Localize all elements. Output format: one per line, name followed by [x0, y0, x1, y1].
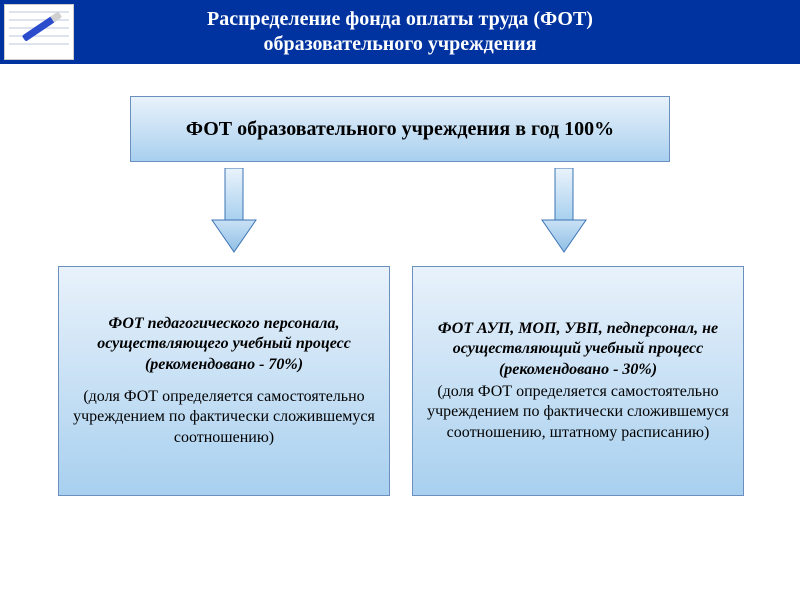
left-node-regular: (доля ФОТ определяется самостоятельно уч… — [71, 387, 377, 448]
left-node-bold: ФОТ педагогического персонала, осуществл… — [71, 314, 377, 375]
title-line-2: образовательного учреждения — [263, 33, 536, 55]
right-node-bold: ФОТ АУП, МОП, УВП, педперсонал, не осуще… — [425, 319, 731, 380]
left-node: ФОТ педагогического персонала, осуществл… — [58, 266, 390, 496]
right-node-regular: (доля ФОТ определяется самостоятельно уч… — [425, 382, 731, 443]
top-node: ФОТ образовательного учреждения в год 10… — [130, 96, 670, 162]
arrow-right — [540, 168, 588, 254]
top-node-text: ФОТ образовательного учреждения в год 10… — [186, 118, 614, 141]
notepad-pen-icon — [4, 4, 74, 60]
header-bar: Распределение фонда оплаты труда (ФОТ) о… — [0, 0, 800, 64]
page-title: Распределение фонда оплаты труда (ФОТ) о… — [0, 7, 800, 57]
right-node: ФОТ АУП, МОП, УВП, педперсонал, не осуще… — [412, 266, 744, 496]
arrow-left — [210, 168, 258, 254]
title-line-1: Распределение фонда оплаты труда (ФОТ) — [207, 8, 593, 30]
